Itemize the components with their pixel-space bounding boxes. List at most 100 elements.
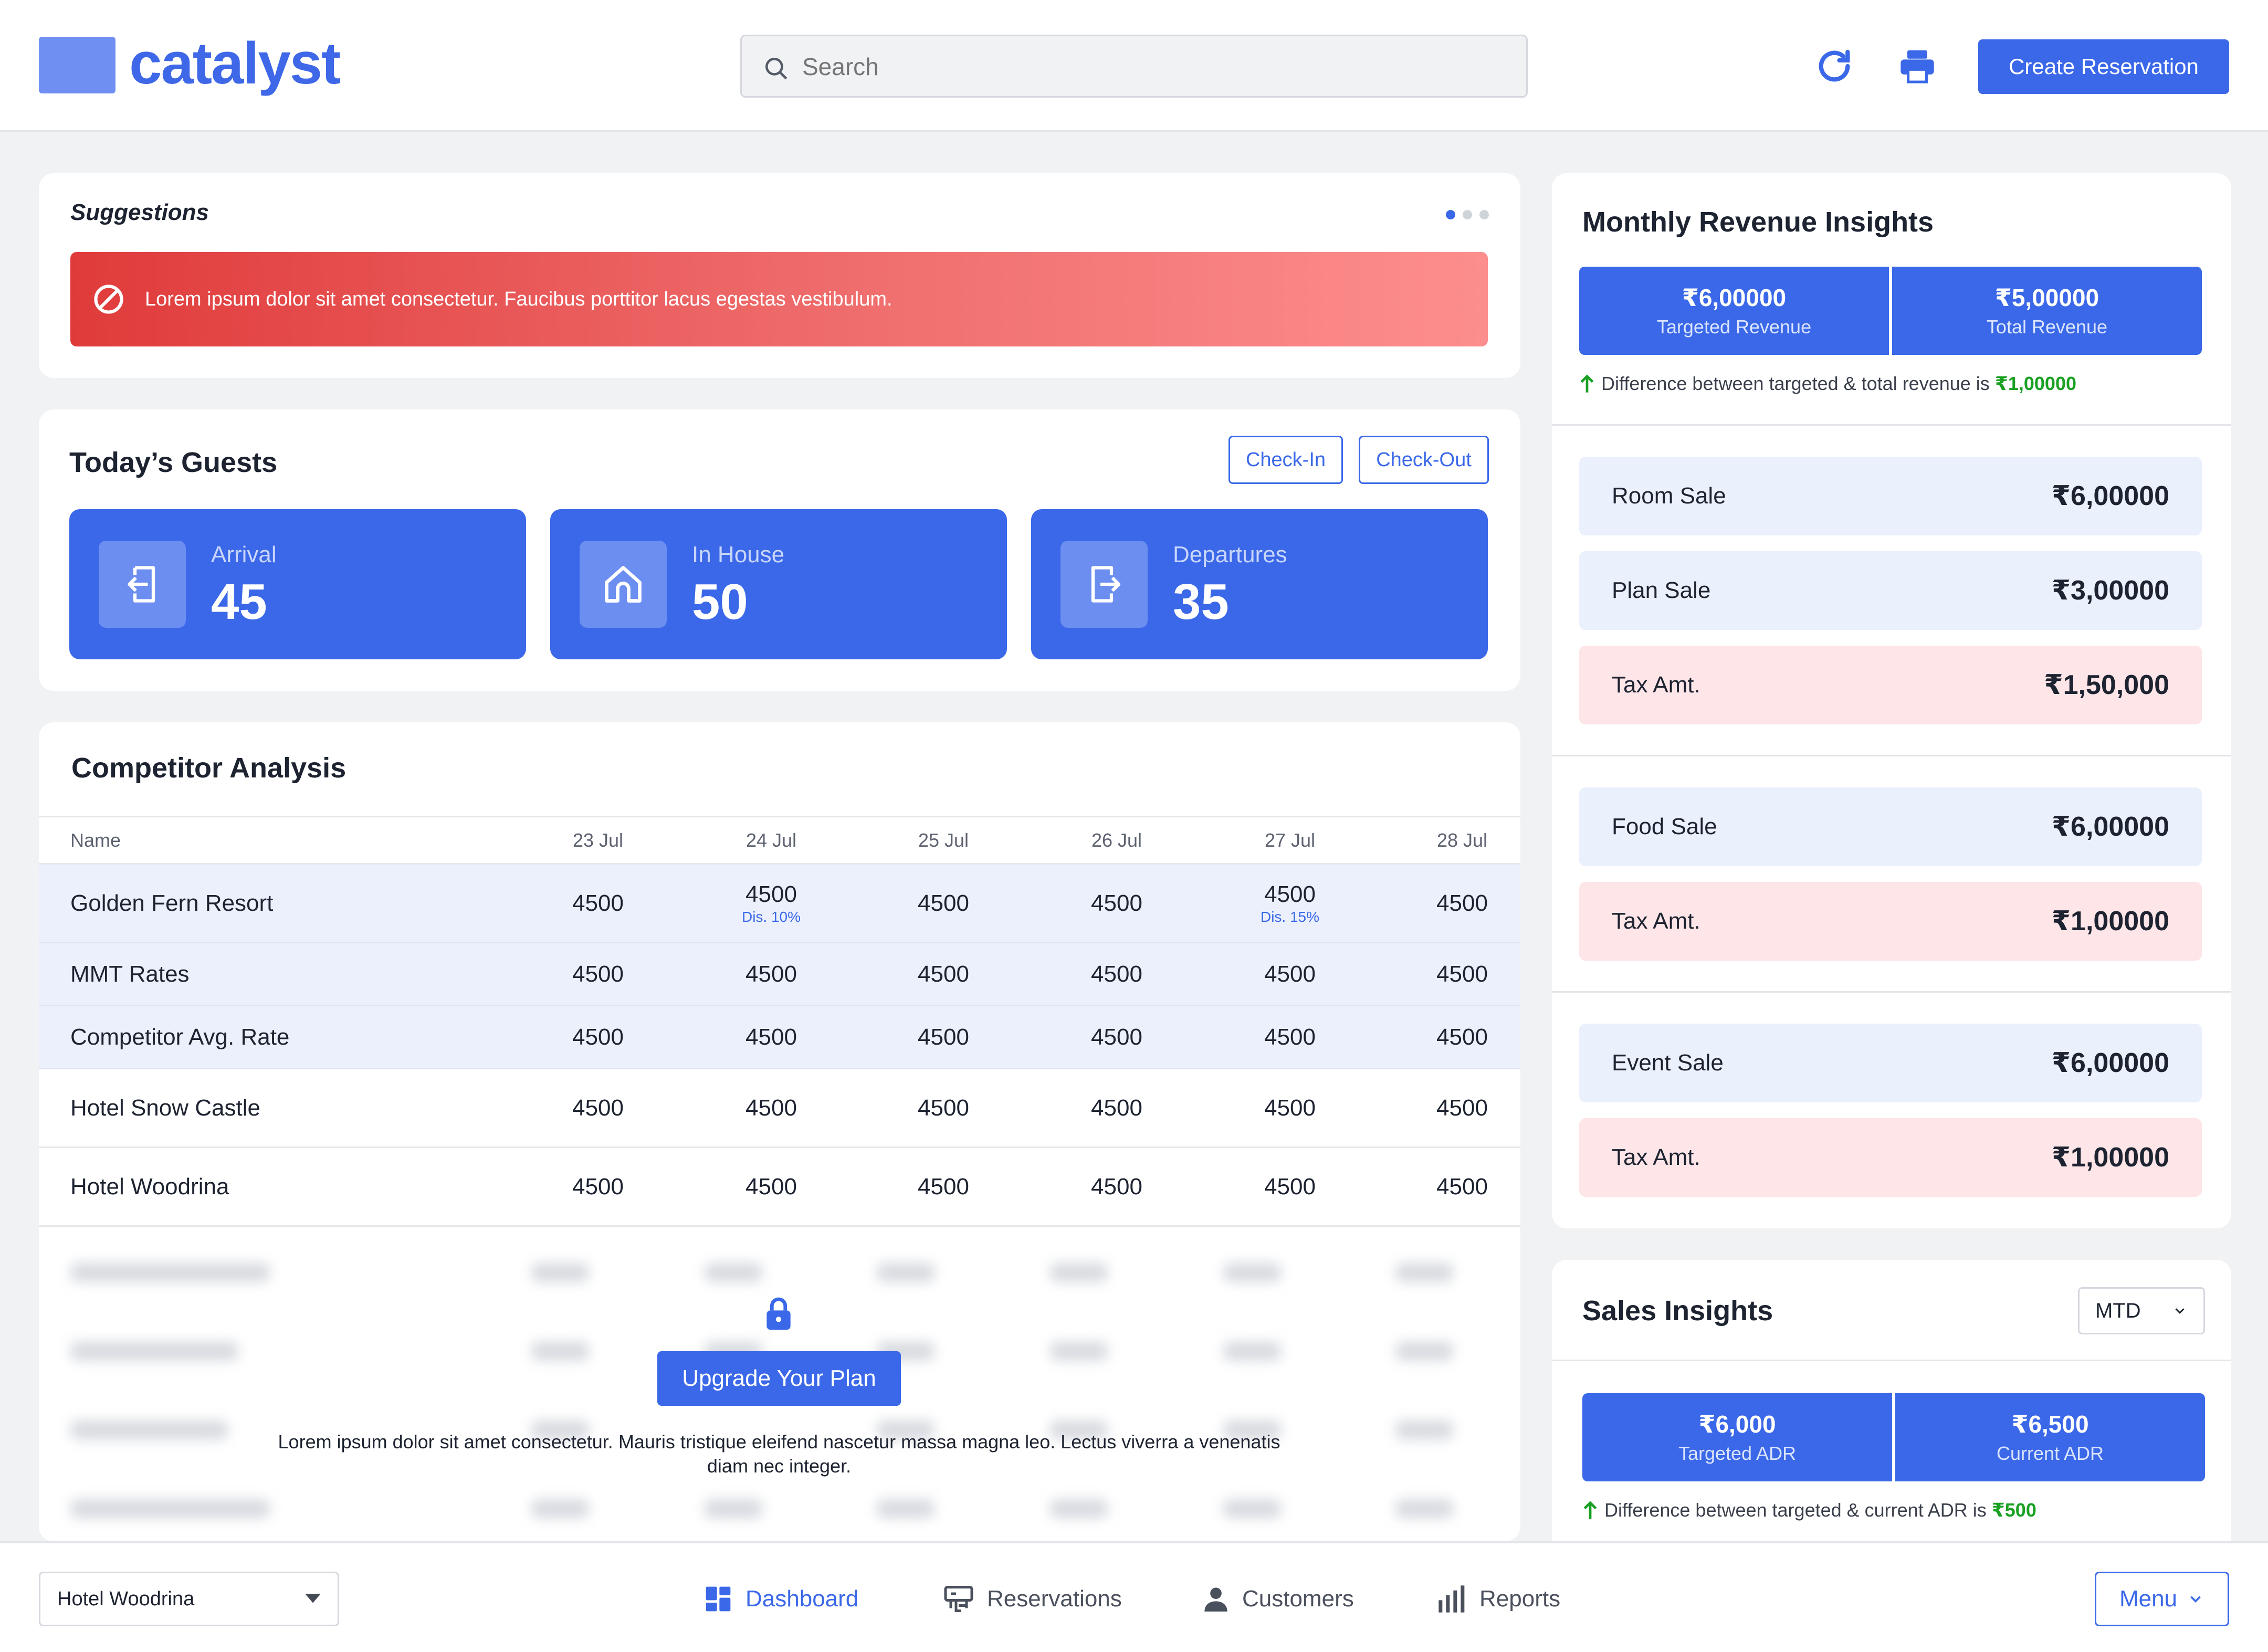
rate-value: 4500: [746, 1095, 797, 1121]
difference-value: ₹1,00000: [1994, 373, 2076, 394]
user-icon: [1204, 1587, 1227, 1612]
sale-value: ₹1,00000: [2051, 906, 2169, 937]
row-name: Golden Fern Resort: [70, 890, 274, 916]
period-value: MTD: [2095, 1299, 2141, 1322]
row-name: Hotel Snow Castle: [70, 1095, 260, 1121]
column-header: 27 Jul: [1264, 829, 1316, 851]
rate-value: 4500: [918, 1095, 969, 1121]
rate-value: 4500: [1091, 1173, 1142, 1199]
rate-value: 4500: [1436, 1173, 1488, 1199]
revenue-difference: Difference between targeted & total reve…: [1579, 373, 2076, 395]
suggestion-message: Lorem ipsum dolor sit amet consectetur. …: [145, 288, 892, 310]
stat-label: In House: [692, 542, 785, 567]
logo[interactable]: revcatalyst: [39, 29, 1682, 269]
rate-value: 4500: [1264, 1095, 1316, 1121]
sale-label: Plan Sale: [1612, 577, 1711, 603]
guests-title: Today’s Guests: [69, 447, 278, 478]
rate-value: 4500: [572, 1095, 624, 1121]
sale-value: ₹6,00000: [2051, 1048, 2169, 1078]
in-house-stat[interactable]: In House 50: [550, 509, 1007, 659]
table-row[interactable]: Hotel Woodrina 4500 4500 4500 4500 4500 …: [39, 1148, 1520, 1227]
rate-cell: 4500: [1077, 865, 1156, 942]
table-row[interactable]: Competitor Avg. Rate 4500 4500 4500 4500…: [39, 1006, 1520, 1069]
check-in-button[interactable]: Check-In: [1228, 436, 1343, 484]
column-header: 23 Jul: [572, 829, 624, 851]
hotel-select-value: Hotel Woodrina: [57, 1587, 195, 1610]
sale-value: ₹6,00000: [2051, 481, 2169, 511]
suggestions-title: Suggestions: [70, 199, 209, 225]
rate-value: 4500: [1264, 961, 1316, 987]
upgrade-description: Lorem ipsum dolor sit amet consectetur. …: [278, 1431, 1280, 1477]
rate-value: 4500: [746, 1173, 797, 1199]
locked-rows: [39, 1242, 1520, 1536]
search-input[interactable]: [802, 47, 1506, 87]
departures-stat[interactable]: Departures 35: [1031, 509, 1488, 659]
nav-label: Dashboard: [746, 1586, 859, 1612]
rate-value: 4500: [1264, 1173, 1316, 1199]
caret-down-icon: [305, 1594, 321, 1603]
search-icon: [765, 58, 788, 80]
carousel-dot[interactable]: [1463, 210, 1472, 219]
rate-cell: 4500: [1423, 865, 1502, 942]
arrow-up-icon: [1580, 374, 1594, 393]
difference-text: Difference between targeted & current AD…: [1604, 1499, 1987, 1521]
reservation-icon: [944, 1586, 973, 1612]
nav-label: Reservations: [987, 1586, 1122, 1612]
sales-insights-card: Sales Insights MTD ₹6,000 Targeted ADR ₹…: [1552, 1260, 2231, 1575]
sale-label: Tax Amt.: [1612, 1144, 1700, 1170]
targeted-revenue-label: Targeted Revenue: [1656, 316, 1812, 338]
nav-dashboard[interactable]: Dashboard: [704, 1580, 858, 1618]
refresh-icon[interactable]: [1814, 46, 1854, 86]
check-out-button[interactable]: Check-Out: [1359, 436, 1489, 484]
current-adr-value: ₹6,500: [2011, 1411, 2089, 1438]
current-adr-tile: ₹6,500 Current ADR: [1895, 1393, 2205, 1481]
divider: [1552, 755, 2231, 756]
hotel-select[interactable]: Hotel Woodrina: [39, 1572, 339, 1626]
tax-amount-row: Tax Amt. ₹1,50,000: [1579, 646, 2202, 724]
table-row[interactable]: MMT Rates 4500 4500 4500 4500 4500 4500: [39, 943, 1520, 1006]
total-revenue-tile: ₹5,00000 Total Revenue: [1892, 267, 2202, 355]
table-row[interactable]: Golden Fern Resort 4500 4500 Dis. 10% 450…: [39, 865, 1520, 943]
rate-value: 4500: [918, 1024, 969, 1050]
nav-reports[interactable]: Reports: [1437, 1580, 1560, 1618]
departure-icon: [1060, 541, 1148, 628]
tax-amount-row: Tax Amt. ₹1,00000: [1579, 1118, 2202, 1197]
carousel-dot[interactable]: [1479, 210, 1489, 219]
stat-label: Arrival: [211, 542, 277, 567]
search-bar[interactable]: [740, 35, 1528, 98]
tax-amount-row: Tax Amt. ₹1,00000: [1579, 882, 2202, 961]
competitor-title: Competitor Analysis: [71, 752, 346, 784]
upgrade-plan-button[interactable]: Upgrade Your Plan: [657, 1351, 901, 1406]
revenue-title: Monthly Revenue Insights: [1582, 206, 1934, 238]
carousel-dots[interactable]: [1446, 210, 1489, 219]
lock-icon: [766, 1297, 791, 1330]
sale-label: Room Sale: [1612, 483, 1726, 509]
rate-value: 4500: [572, 1024, 624, 1050]
prohibited-icon: [94, 285, 123, 314]
menu-button[interactable]: Menu: [2095, 1572, 2229, 1626]
table-row[interactable]: Hotel Snow Castle 4500 4500 4500 4500 45…: [39, 1069, 1520, 1148]
row-name: MMT Rates: [70, 961, 190, 987]
rate-value: 4500: [572, 890, 624, 916]
print-icon[interactable]: [1896, 46, 1938, 86]
stat-value: 50: [692, 574, 748, 630]
targeted-adr-value: ₹6,000: [1698, 1411, 1776, 1438]
arrival-icon: [99, 541, 186, 628]
nav-reservations[interactable]: Reservations: [943, 1580, 1122, 1618]
total-revenue-value: ₹5,00000: [1994, 284, 2099, 311]
carousel-dot[interactable]: [1446, 210, 1455, 219]
divider: [1552, 1360, 2231, 1361]
nav-customers[interactable]: Customers: [1202, 1580, 1354, 1618]
arrival-stat[interactable]: Arrival 45: [69, 509, 526, 659]
adr-summary: ₹6,000 Targeted ADR ₹6,500 Current ADR: [1582, 1393, 2205, 1481]
blurred-placeholder-rows: [70, 1263, 1453, 1518]
sale-label: Tax Amt.: [1612, 908, 1700, 934]
adr-difference: Difference between targeted & current AD…: [1582, 1499, 2036, 1521]
period-select[interactable]: MTD: [2078, 1287, 2205, 1334]
logo-suffix: catalyst: [129, 30, 341, 96]
nav-label: Customers: [1242, 1586, 1354, 1612]
create-reservation-button[interactable]: Create Reservation: [1978, 39, 2229, 94]
column-header: 25 Jul: [918, 829, 969, 851]
sale-value: ₹1,00000: [2051, 1142, 2169, 1173]
rate-value: 4500: [1436, 890, 1488, 916]
